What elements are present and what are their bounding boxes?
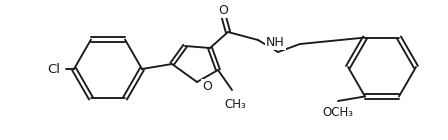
Text: OCH₃: OCH₃ — [323, 107, 353, 120]
Text: O: O — [218, 4, 228, 17]
Text: O: O — [202, 80, 212, 93]
Text: CH₃: CH₃ — [224, 97, 246, 110]
Text: Cl: Cl — [47, 62, 60, 75]
Text: NH: NH — [266, 36, 285, 48]
